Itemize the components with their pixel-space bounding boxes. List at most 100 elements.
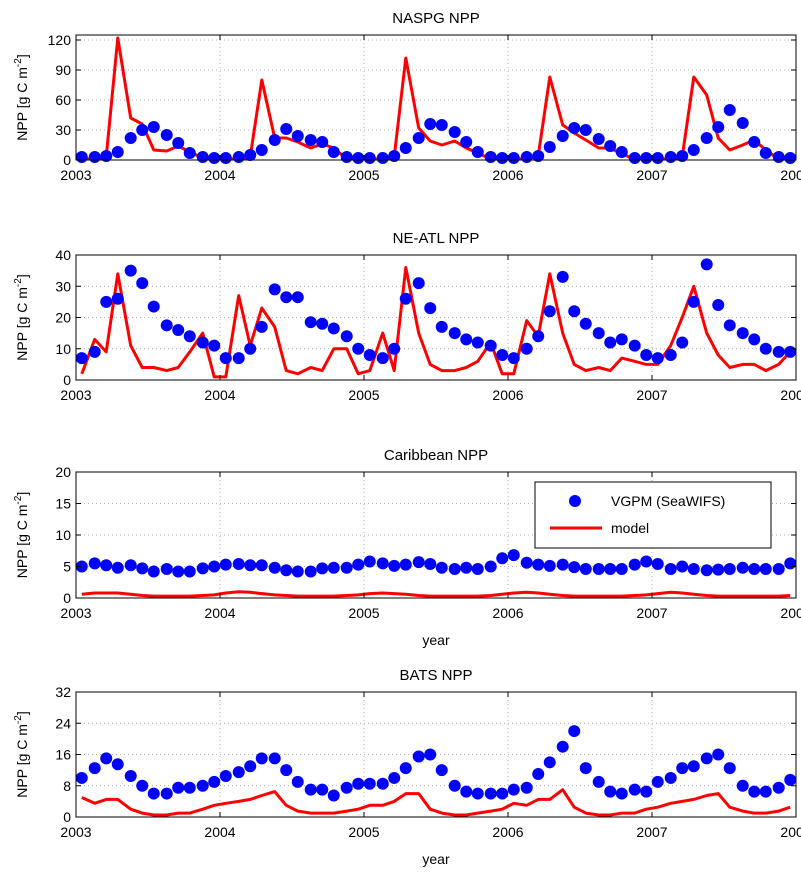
y-tick-label: 60 (55, 92, 71, 108)
data-point (316, 783, 329, 796)
model-line (81, 788, 791, 817)
data-point (687, 563, 700, 576)
x-tick-label: 2007 (636, 605, 667, 621)
data-point (543, 141, 556, 153)
data-point (592, 327, 605, 340)
chart-title: NASPG NPP (392, 10, 480, 27)
data-point (376, 352, 389, 365)
data-point (556, 558, 569, 571)
y-tick-label: 90 (55, 62, 71, 78)
data-point (651, 557, 664, 570)
data-point (784, 773, 797, 786)
y-tick-label: 30 (55, 278, 71, 294)
data-point (772, 345, 785, 358)
data-point (219, 769, 232, 782)
data-point (232, 557, 245, 570)
data-point (723, 762, 736, 775)
x-tick-label: 2005 (348, 387, 379, 403)
data-point (327, 561, 340, 574)
data-point (520, 342, 533, 355)
x-tick-label: 2004 (204, 605, 235, 621)
data-point (363, 152, 376, 164)
data-point (579, 317, 592, 330)
plot-area (76, 35, 796, 160)
data-point (255, 320, 268, 333)
data-point (604, 785, 617, 798)
data-point (471, 563, 484, 576)
data-point (244, 149, 257, 161)
x-tick-label: 2007 (636, 387, 667, 403)
data-point (543, 559, 556, 572)
data-point (532, 768, 545, 781)
data-point (172, 781, 185, 794)
legend-label-satellite: VGPM (SeaWIFS) (611, 493, 725, 509)
data-point (736, 117, 749, 129)
data-point (388, 771, 401, 784)
data-point (543, 756, 556, 769)
data-point (160, 129, 173, 141)
x-tick-label: 2007 (636, 167, 667, 183)
data-point (568, 122, 581, 134)
data-point (448, 327, 461, 340)
data-point (136, 779, 149, 792)
data-point (471, 146, 484, 158)
data-point (628, 783, 641, 796)
data-point (556, 740, 569, 753)
x-tick-label: 2003 (60, 605, 91, 621)
data-point (327, 322, 340, 335)
data-point (340, 781, 353, 794)
data-point (615, 787, 628, 800)
data-point (75, 352, 88, 365)
x-tick-label: 2006 (492, 605, 523, 621)
data-point (316, 136, 329, 148)
data-point (111, 146, 124, 158)
data-point (88, 557, 101, 570)
data-point (160, 319, 173, 332)
y-tick-label: 32 (55, 684, 71, 700)
data-point (316, 562, 329, 575)
data-point (136, 124, 149, 136)
data-point (232, 352, 245, 365)
data-point (100, 295, 113, 308)
data-point (460, 785, 473, 798)
data-point (759, 342, 772, 355)
data-point (448, 126, 461, 138)
data-point (183, 330, 196, 343)
data-point (640, 349, 653, 361)
data-point (640, 785, 653, 798)
axes-frame (75, 34, 797, 161)
data-point (183, 565, 196, 578)
x-tick-label: 2007 (636, 824, 667, 840)
x-tick-label: 2003 (60, 824, 91, 840)
data-point (244, 559, 257, 572)
data-point (124, 264, 137, 277)
y-tick-label: 0 (63, 590, 71, 606)
data-point (676, 560, 689, 573)
data-point (100, 150, 113, 162)
y-axis-label: NPP [g C m-2] (13, 711, 30, 797)
data-point (75, 151, 88, 163)
x-tick-label: 2006 (492, 824, 523, 840)
data-point (687, 760, 700, 773)
chart-title: Caribbean NPP (384, 447, 488, 464)
data-point (352, 342, 365, 355)
data-point (244, 760, 257, 773)
data-point (700, 752, 713, 765)
data-point (496, 552, 509, 565)
x-tick-label: 2004 (204, 824, 235, 840)
data-point (136, 277, 149, 290)
data-point (687, 144, 700, 156)
y-axis-label: NPP [g C m-2] (13, 274, 30, 360)
data-point (399, 762, 412, 775)
data-point (388, 150, 401, 162)
legend: VGPM (SeaWIFS) model (534, 481, 772, 549)
data-point (471, 336, 484, 349)
data-point (196, 779, 209, 792)
data-point (484, 787, 497, 800)
data-point (435, 561, 448, 574)
data-point (507, 352, 520, 365)
data-point (748, 785, 761, 798)
y-axis-label: NPP [g C m-2] (13, 54, 30, 140)
data-point (507, 152, 520, 164)
data-point (208, 560, 221, 573)
